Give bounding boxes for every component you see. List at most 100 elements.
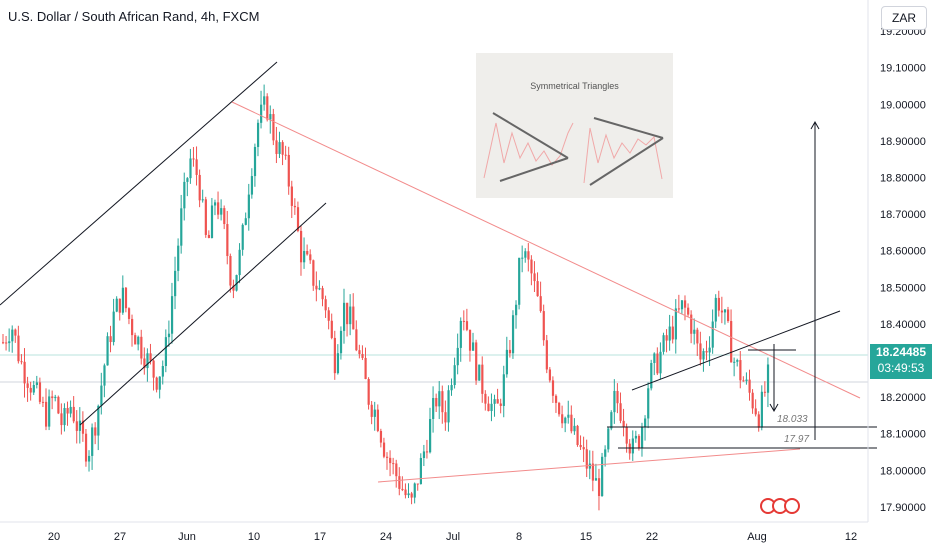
candle-body[interactable] bbox=[269, 114, 272, 120]
candle-body[interactable] bbox=[127, 308, 131, 319]
candle-body[interactable] bbox=[644, 418, 647, 427]
candle-body[interactable] bbox=[637, 435, 641, 449]
candle-body[interactable] bbox=[370, 404, 373, 417]
candle-body[interactable] bbox=[29, 387, 32, 393]
candle-body[interactable] bbox=[266, 96, 269, 120]
candle-body[interactable] bbox=[229, 255, 232, 286]
candle-body[interactable] bbox=[515, 304, 518, 316]
candle-body[interactable] bbox=[103, 365, 106, 386]
candle-body[interactable] bbox=[75, 421, 78, 431]
candle-body[interactable] bbox=[730, 321, 733, 363]
candle-body[interactable] bbox=[422, 451, 426, 458]
candle-body[interactable] bbox=[518, 257, 521, 305]
candle-body[interactable] bbox=[438, 391, 441, 407]
candle-body[interactable] bbox=[17, 335, 20, 362]
candle-body[interactable] bbox=[591, 463, 595, 481]
candle-body[interactable] bbox=[281, 142, 284, 155]
candle-body[interactable] bbox=[60, 413, 63, 426]
candle-body[interactable] bbox=[339, 330, 343, 354]
candle-body[interactable] bbox=[352, 306, 355, 330]
candle-body[interactable] bbox=[48, 396, 51, 427]
candle-body[interactable] bbox=[177, 245, 180, 271]
candle-body[interactable] bbox=[570, 414, 573, 432]
candle-body[interactable] bbox=[134, 335, 137, 345]
candle-body[interactable] bbox=[256, 122, 260, 147]
candle-body[interactable] bbox=[244, 218, 247, 225]
candle-body[interactable] bbox=[659, 351, 662, 374]
candle-body[interactable] bbox=[527, 251, 530, 260]
candle-body[interactable] bbox=[84, 433, 88, 462]
candle-body[interactable] bbox=[115, 298, 118, 312]
candle-body[interactable] bbox=[521, 257, 524, 259]
candle-body[interactable] bbox=[699, 343, 702, 360]
candle-body[interactable] bbox=[754, 408, 757, 415]
candle-body[interactable] bbox=[260, 104, 263, 123]
candle-body[interactable] bbox=[299, 230, 303, 263]
candle-body[interactable] bbox=[100, 385, 103, 406]
candle-body[interactable] bbox=[189, 158, 192, 179]
candle-body[interactable] bbox=[146, 353, 149, 369]
candle-body[interactable] bbox=[462, 320, 465, 322]
candle-body[interactable] bbox=[5, 342, 8, 344]
candle-body[interactable] bbox=[54, 396, 57, 399]
candle-body[interactable] bbox=[207, 234, 211, 238]
candle-body[interactable] bbox=[478, 364, 481, 381]
candle-body[interactable] bbox=[542, 311, 545, 341]
candle-body[interactable] bbox=[140, 336, 143, 359]
candle-body[interactable] bbox=[459, 320, 462, 348]
candle-body[interactable] bbox=[588, 463, 591, 469]
candle-body[interactable] bbox=[376, 409, 379, 431]
candle-body[interactable] bbox=[195, 159, 198, 175]
candle-body[interactable] bbox=[742, 380, 745, 382]
candle-body[interactable] bbox=[149, 353, 152, 361]
candle-body[interactable] bbox=[51, 396, 54, 399]
candle-body[interactable] bbox=[708, 347, 711, 353]
candle-body[interactable] bbox=[453, 365, 456, 386]
candle-body[interactable] bbox=[379, 430, 383, 443]
candle-body[interactable] bbox=[164, 337, 168, 367]
candle-body[interactable] bbox=[416, 483, 419, 485]
candle-body[interactable] bbox=[78, 420, 81, 431]
candle-body[interactable] bbox=[315, 285, 318, 290]
candle-body[interactable] bbox=[711, 321, 714, 348]
candle-body[interactable] bbox=[321, 288, 324, 300]
candle-body[interactable] bbox=[757, 414, 760, 428]
candle-body[interactable] bbox=[656, 353, 659, 374]
candle-body[interactable] bbox=[41, 401, 45, 403]
time-axis[interactable]: 20 27 Jun 10 17 24 Jul 8 15 22 Aug 12 bbox=[0, 521, 868, 543]
candle-body[interactable] bbox=[204, 199, 207, 235]
candle-body[interactable] bbox=[751, 392, 754, 409]
candle-body[interactable] bbox=[45, 401, 48, 427]
candle-body[interactable] bbox=[493, 399, 496, 404]
candle-body[interactable] bbox=[38, 382, 42, 402]
candle-body[interactable] bbox=[250, 176, 254, 195]
candle-body[interactable] bbox=[346, 302, 349, 325]
candle-body[interactable] bbox=[619, 403, 622, 421]
candle-body[interactable] bbox=[610, 412, 613, 429]
candle-body[interactable] bbox=[167, 333, 171, 338]
candle-body[interactable] bbox=[579, 445, 582, 448]
candle-body[interactable] bbox=[72, 406, 75, 422]
candle-body[interactable] bbox=[450, 385, 453, 391]
candle-body[interactable] bbox=[530, 259, 533, 274]
candle-body[interactable] bbox=[551, 380, 555, 396]
candle-body[interactable] bbox=[444, 412, 447, 423]
candle-body[interactable] bbox=[683, 300, 687, 308]
candle-body[interactable] bbox=[628, 443, 631, 454]
candle-body[interactable] bbox=[158, 376, 161, 390]
candle-body[interactable] bbox=[702, 351, 705, 360]
candle-body[interactable] bbox=[616, 390, 619, 404]
price-axis[interactable]: 17.9000018.0000018.1000018.2000018.30000… bbox=[867, 0, 926, 522]
candle-body[interactable] bbox=[118, 298, 121, 313]
candle-body[interactable] bbox=[705, 351, 708, 353]
candle-body[interactable] bbox=[124, 287, 128, 309]
candle-body[interactable] bbox=[336, 353, 340, 374]
candle-body[interactable] bbox=[690, 314, 693, 334]
candle-body[interactable] bbox=[465, 321, 469, 330]
candle-body[interactable] bbox=[432, 398, 435, 419]
candle-body[interactable] bbox=[717, 297, 720, 311]
candle-body[interactable] bbox=[226, 224, 229, 256]
candle-body[interactable] bbox=[693, 329, 696, 334]
candle-body[interactable] bbox=[137, 336, 140, 345]
